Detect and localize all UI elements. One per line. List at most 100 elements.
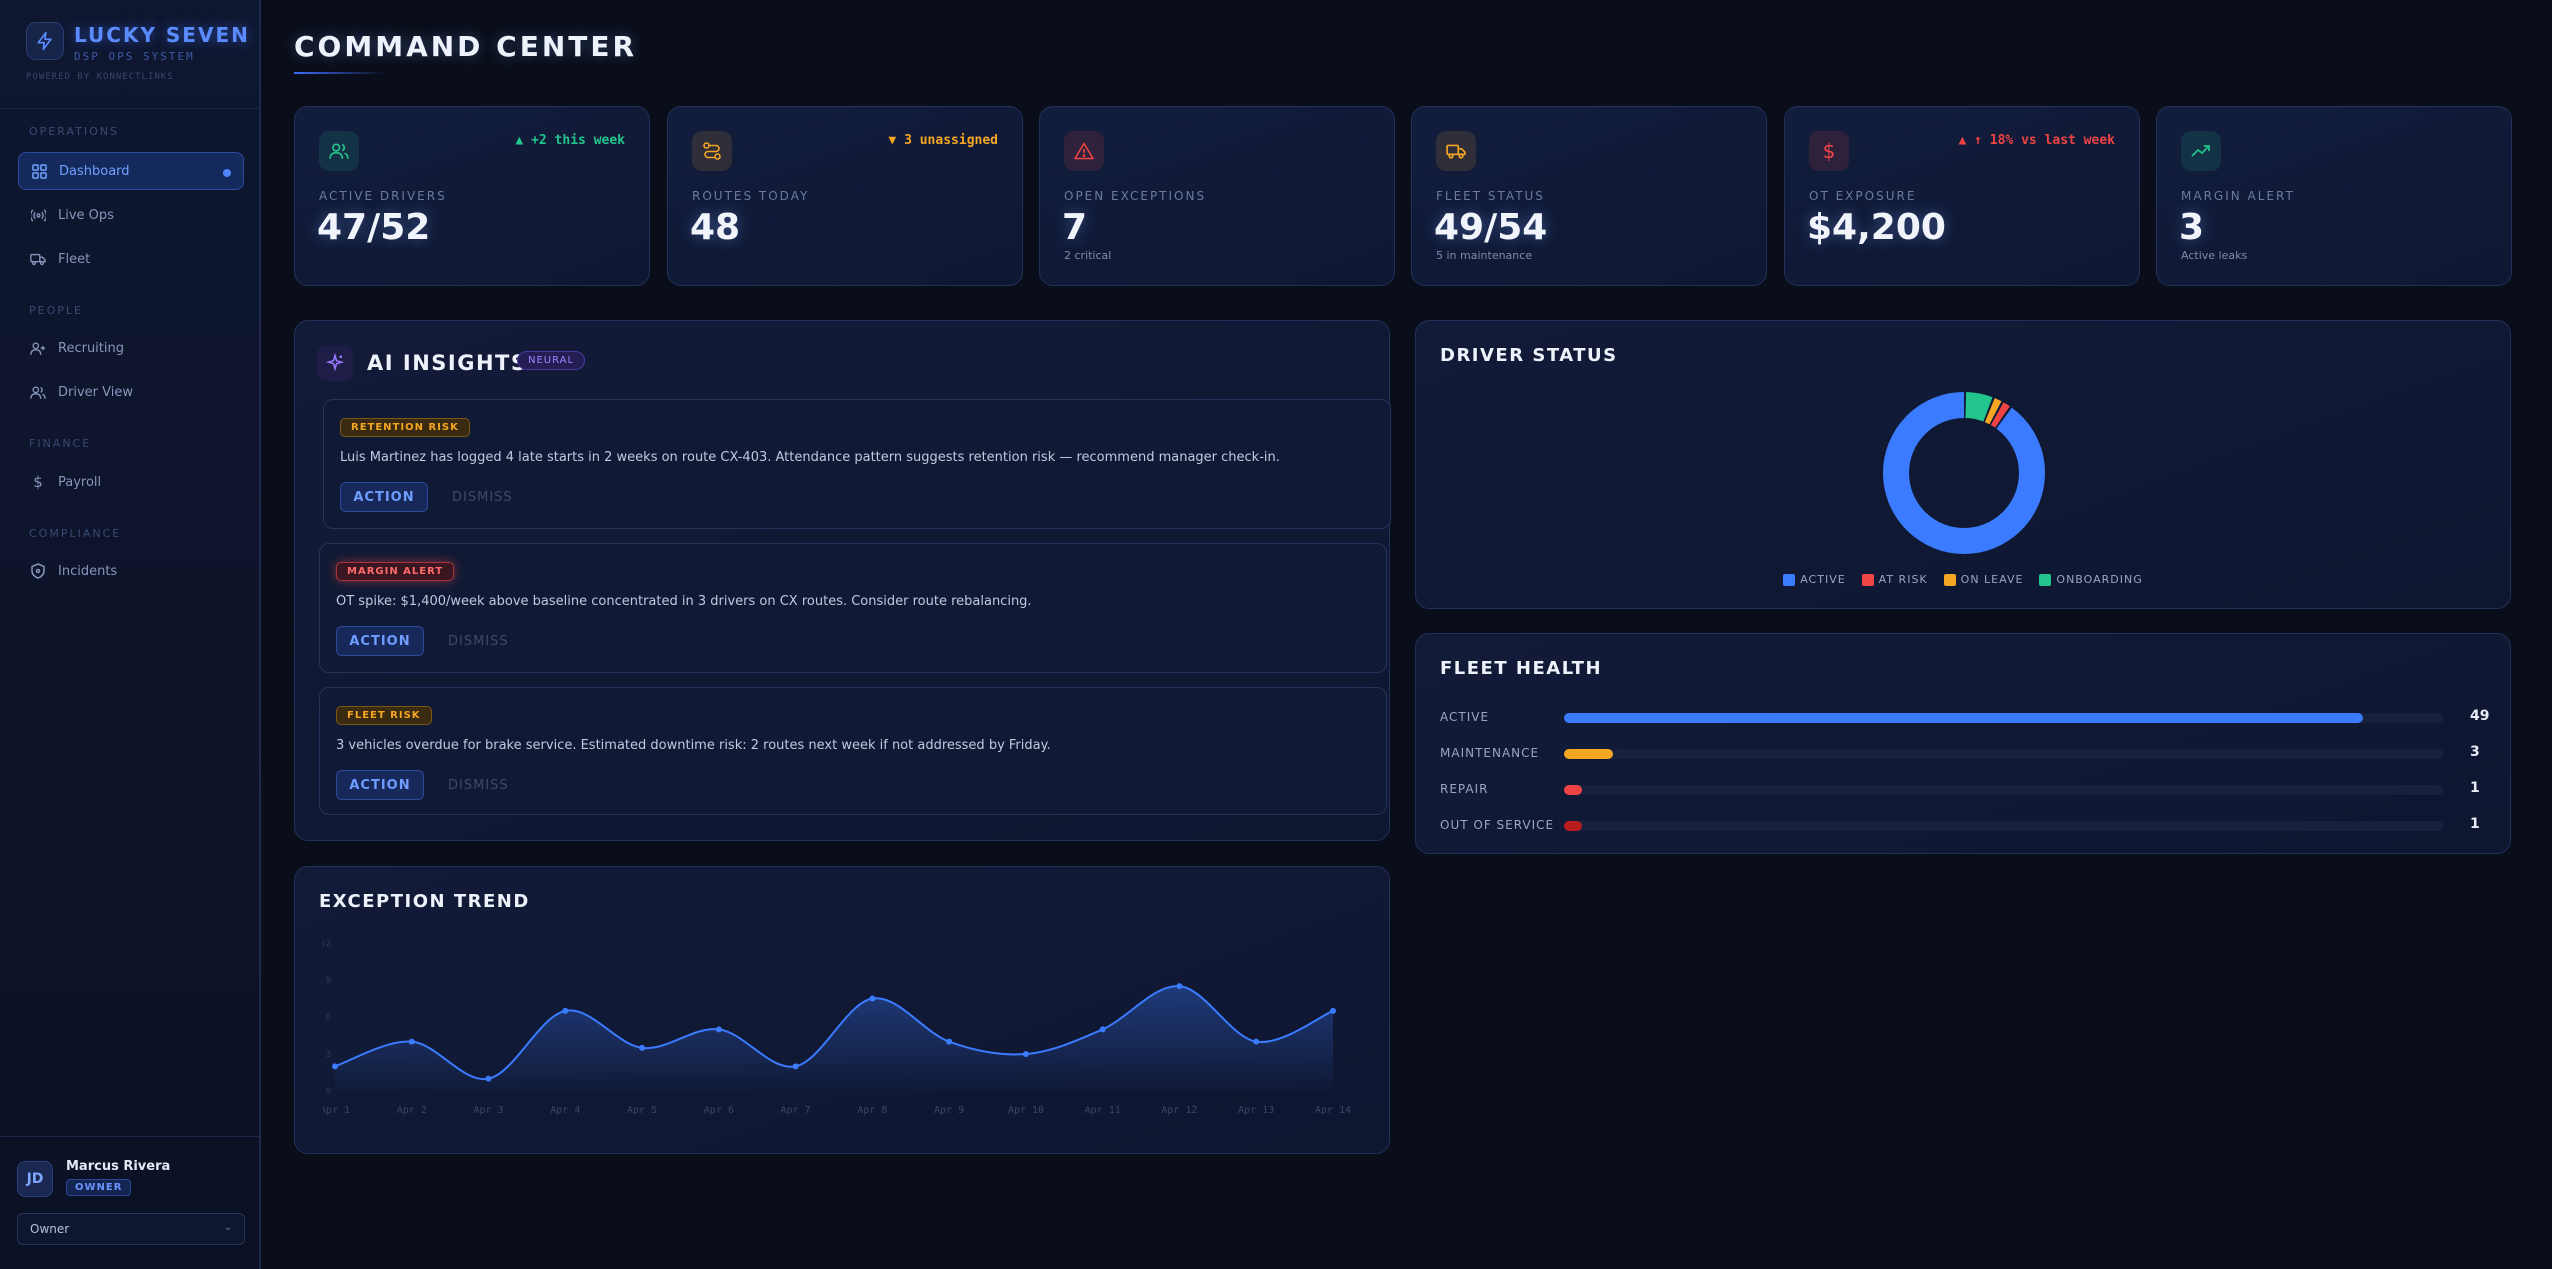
role-select[interactable]: Owner ⌄	[17, 1213, 245, 1245]
action-button[interactable]: ACTION	[340, 482, 428, 512]
sidebar-item-driver-view[interactable]: Driver View	[18, 373, 244, 411]
insight-tag: RETENTION RISK	[340, 418, 470, 437]
y-tick-label: 6	[326, 1013, 331, 1023]
x-tick-label: Apr 3	[473, 1105, 503, 1116]
x-tick-label: Apr 5	[627, 1105, 657, 1116]
lightning-icon	[26, 22, 64, 60]
trend-point[interactable]	[792, 1063, 799, 1070]
stat-card-ot-exposure[interactable]: $ ▲ ↑ 18% vs last week OT EXPOSURE $4,200	[1784, 106, 2140, 286]
trend-up-icon	[2181, 131, 2221, 171]
legend-item: ON LEAVE	[1943, 573, 2024, 586]
user-name: Marcus Rivera	[66, 1159, 171, 1174]
exception-trend-chart: 0 3 6 9 12 Apr 1 Apr 2 Apr 3 Apr 4 Apr 5 Apr 6 Apr …	[323, 939, 1351, 1116]
trend-point[interactable]	[408, 1038, 415, 1045]
sidebar-item-label: Live Ops	[58, 207, 114, 223]
fleet-health-bar	[1564, 785, 1582, 795]
x-tick-label: Apr 11	[1085, 1105, 1121, 1116]
role-select-value: Owner	[30, 1222, 70, 1236]
fleet-health-bar	[1564, 713, 2363, 723]
sidebar-item-incidents[interactable]: Incidents	[18, 552, 244, 590]
x-tick-label: Apr 10	[1008, 1105, 1044, 1116]
chart-title: EXCEPTION TREND	[319, 891, 530, 912]
y-tick-label: 12	[323, 939, 331, 949]
legend-swatch	[1783, 573, 1796, 586]
sidebar-item-dashboard[interactable]: Dashboard	[18, 152, 244, 190]
insight-tag: FLEET RISK	[336, 706, 432, 725]
sidebar-item-payroll[interactable]: $ Payroll	[18, 463, 244, 501]
fleet-health-value: 49	[2470, 708, 2490, 724]
trend-point[interactable]	[1253, 1038, 1260, 1045]
legend-item: ONBOARDING	[2039, 573, 2142, 586]
alert-icon	[1064, 131, 1104, 171]
insight-card: RETENTION RISK Luis Martinez has logged …	[323, 399, 1391, 529]
y-tick-label: 3	[326, 1050, 331, 1060]
trend-point[interactable]	[1022, 1051, 1029, 1057]
nav-section-operations: OPERATIONS	[29, 125, 119, 138]
legend-item: ACTIVE	[1783, 573, 1845, 586]
stat-value: 47/52	[317, 207, 431, 248]
users-icon	[319, 131, 359, 171]
stat-value: $4,200	[1807, 207, 1946, 248]
page-title: COMMAND CENTER	[294, 30, 638, 63]
sidebar-item-label: Fleet	[58, 251, 91, 267]
stat-label: ACTIVE DRIVERS	[319, 189, 447, 203]
trend-point[interactable]	[1099, 1026, 1106, 1033]
trend-point[interactable]	[562, 1007, 569, 1014]
fleet-health-track	[1564, 713, 2444, 723]
action-button[interactable]: ACTION	[336, 626, 424, 656]
trend-point[interactable]	[946, 1038, 953, 1045]
dismiss-button[interactable]: DISMISS	[448, 633, 509, 649]
truck-icon	[30, 251, 46, 267]
insight-text: 3 vehicles overdue for brake service. Es…	[336, 738, 1051, 753]
active-dot	[223, 169, 231, 177]
insights-title: AI INSIGHTS	[367, 351, 528, 375]
stat-card-margin-alert[interactable]: MARGIN ALERT 3 Active leaks	[2156, 106, 2512, 286]
trend-point[interactable]	[639, 1044, 646, 1051]
stat-label: OPEN EXCEPTIONS	[1064, 189, 1207, 203]
insight-text: OT spike: $1,400/week above baseline con…	[336, 594, 1032, 609]
dollar-icon: $	[1809, 131, 1849, 171]
fleet-health-value: 1	[2470, 780, 2480, 796]
driver-status-title: DRIVER STATUS	[1440, 345, 1618, 366]
dismiss-button[interactable]: DISMISS	[448, 777, 509, 793]
trend-point[interactable]	[1330, 1007, 1336, 1014]
insight-card: FLEET RISK 3 vehicles overdue for brake …	[319, 687, 1387, 815]
sidebar-item-live-ops[interactable]: Live Ops	[18, 196, 244, 234]
stat-label: FLEET STATUS	[1436, 189, 1545, 203]
trend-point[interactable]	[332, 1063, 338, 1070]
dollar-icon: $	[33, 473, 43, 491]
sidebar-item-fleet[interactable]: Fleet	[18, 240, 244, 278]
insight-text: Luis Martinez has logged 4 late starts i…	[340, 450, 1280, 465]
trend-point[interactable]	[485, 1075, 492, 1082]
stat-card-open-exceptions[interactable]: OPEN EXCEPTIONS 7 2 critical	[1039, 106, 1395, 286]
stat-delta: ▲ +2 this week	[515, 133, 625, 148]
stat-card-active-drivers[interactable]: ▲ +2 this week ACTIVE DRIVERS 47/52	[294, 106, 650, 286]
trend-point[interactable]	[715, 1026, 722, 1033]
fleet-health-label: ACTIVE	[1440, 710, 1490, 724]
brand-powered: POWERED BY KONNECTLINKS	[26, 72, 174, 82]
x-tick-label: Apr 14	[1315, 1105, 1351, 1116]
legend-label: ON LEAVE	[1960, 573, 2024, 586]
fleet-health-label: OUT OF SERVICE	[1440, 818, 1555, 832]
fleet-health-bar	[1564, 821, 1582, 831]
dismiss-button[interactable]: DISMISS	[452, 489, 513, 505]
sidebar-item-recruiting[interactable]: Recruiting	[18, 329, 244, 367]
fleet-health-label: REPAIR	[1440, 782, 1489, 796]
x-tick-label: Apr 12	[1161, 1105, 1197, 1116]
stat-delta: ▼ 3 unassigned	[888, 133, 998, 148]
fleet-health-label: MAINTENANCE	[1440, 746, 1540, 760]
stat-value: 49/54	[1434, 207, 1548, 248]
brand-subtitle: DSP OPS SYSTEM	[74, 50, 195, 63]
trend-area	[335, 986, 1333, 1091]
avatar[interactable]: JD	[17, 1161, 53, 1197]
fleet-health-value: 1	[2470, 816, 2480, 832]
stat-card-routes-today[interactable]: ▼ 3 unassigned ROUTES TODAY 48	[667, 106, 1023, 286]
legend-label: ONBOARDING	[2056, 573, 2143, 586]
stat-card-fleet-status[interactable]: FLEET STATUS 49/54 5 in maintenance	[1411, 106, 1767, 286]
trend-point[interactable]	[1176, 983, 1183, 990]
action-button[interactable]: ACTION	[336, 770, 424, 800]
stat-delta: ▲ ↑ 18% vs last week	[1958, 133, 2115, 148]
trend-point[interactable]	[869, 995, 876, 1002]
driver-status-donut	[1883, 392, 2045, 554]
fleet-health-row: OUT OF SERVICE 1	[1440, 816, 2480, 836]
